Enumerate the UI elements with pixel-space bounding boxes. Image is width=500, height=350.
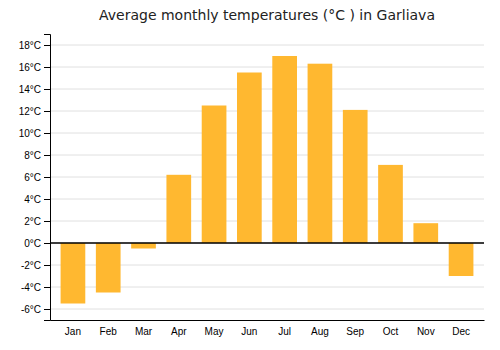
y-tick: -6°C <box>21 304 50 315</box>
grid-line <box>50 89 484 90</box>
grid-line <box>50 177 484 178</box>
bar <box>131 243 156 249</box>
grid-line <box>50 133 484 134</box>
x-tick-label: Sep <box>346 326 364 337</box>
y-tick: 12°C <box>19 106 50 117</box>
x-tick: Nov <box>417 326 435 337</box>
bar <box>308 64 333 243</box>
y-tick-label: 2°C <box>24 216 41 227</box>
bar <box>237 73 262 244</box>
x-axis: Jan Feb Mar Apr May Jun Jul Aug Sep Oct Nov Dec <box>51 321 485 338</box>
y-tick-mark <box>44 67 50 68</box>
grid-line <box>50 309 484 310</box>
y-tick-label: 0°C <box>24 238 41 249</box>
x-axis-line <box>51 320 485 321</box>
bar <box>449 243 474 276</box>
bar <box>343 110 368 243</box>
y-tick: 18°C <box>19 40 50 51</box>
y-tick-label: -6°C <box>21 304 41 315</box>
y-tick: 10°C <box>19 128 50 139</box>
x-tick-label: Aug <box>311 326 329 337</box>
x-tick: Mar <box>135 326 153 337</box>
plot: -6°C -4°C -2°C 0°C 2°C 4°C 6°C 8°C 10°C 12°C 14°C 1… <box>19 35 485 338</box>
x-tick: Jul <box>278 326 291 337</box>
y-tick: 4°C <box>24 194 50 205</box>
x-tick-label: May <box>205 326 224 337</box>
y-tick-mark <box>44 177 50 178</box>
y-tick: -2°C <box>21 260 50 271</box>
y-tick-label: 14°C <box>19 84 41 95</box>
x-tick-label: Nov <box>417 326 435 337</box>
x-tick: Oct <box>383 326 399 337</box>
x-tick-label: Feb <box>100 326 118 337</box>
x-tick-label: Jul <box>278 326 291 337</box>
y-tick: 8°C <box>24 150 50 161</box>
x-tick: May <box>205 326 224 337</box>
grid <box>50 45 484 309</box>
x-tick: Aug <box>311 326 329 337</box>
x-tick-label: Jan <box>65 326 81 337</box>
grid-line <box>50 67 484 68</box>
bar <box>61 243 86 304</box>
zero-line <box>50 242 484 244</box>
y-tick: 2°C <box>24 216 50 227</box>
y-tick-mark <box>44 45 50 46</box>
x-tick-label: Oct <box>383 326 399 337</box>
bar <box>272 56 297 243</box>
y-tick-mark <box>44 155 50 156</box>
grid-line <box>50 155 484 156</box>
y-tick-label: -4°C <box>21 282 41 293</box>
x-tick-label: Mar <box>135 326 153 337</box>
chart: -6°C -4°C -2°C 0°C 2°C 4°C 6°C 8°C 10°C 12°C 14°C 1… <box>0 0 500 350</box>
y-tick-label: 10°C <box>19 128 41 139</box>
y-tick: 14°C <box>19 84 50 95</box>
y-tick: 0°C <box>24 238 50 249</box>
y-tick-label: 12°C <box>19 106 41 117</box>
grid-line <box>50 243 484 244</box>
y-tick-mark <box>44 265 50 266</box>
y-tick: -4°C <box>21 282 50 293</box>
bar <box>166 175 191 243</box>
x-tick-label: Dec <box>452 326 470 337</box>
y-tick-label: 18°C <box>19 40 41 51</box>
grid-line <box>50 221 484 222</box>
y-tick-label: 16°C <box>19 62 41 73</box>
y-tick-mark <box>44 199 50 200</box>
y-tick: 16°C <box>19 62 50 73</box>
y-tick-mark <box>44 89 50 90</box>
y-tick-label: 6°C <box>24 172 41 183</box>
x-tick: Feb <box>100 326 118 337</box>
title: Average monthly temperatures (°C ) in Ga… <box>99 7 435 23</box>
bar <box>202 106 227 244</box>
y-axis: -6°C -4°C -2°C 0°C 2°C 4°C 6°C 8°C 10°C 12°C 14°C 1… <box>19 35 51 321</box>
y-tick-mark <box>44 133 50 134</box>
x-tick: Jan <box>65 326 81 337</box>
y-tick-mark <box>44 243 50 244</box>
x-tick: Dec <box>452 326 470 337</box>
x-tick: Jun <box>241 326 257 337</box>
y-tick-label: -2°C <box>21 260 41 271</box>
bar <box>96 243 121 293</box>
y-axis-line <box>44 35 51 321</box>
x-tick-label: Jun <box>241 326 257 337</box>
grid-line <box>50 199 484 200</box>
y-tick-mark <box>44 287 50 288</box>
grid-line <box>50 45 484 46</box>
bars <box>61 56 474 304</box>
bar <box>413 223 438 243</box>
bar <box>378 165 403 243</box>
y-tick-mark <box>44 221 50 222</box>
y-tick-mark <box>44 111 50 112</box>
y-tick-label: 8°C <box>24 150 41 161</box>
grid-line <box>50 111 484 112</box>
y-tick-mark <box>44 309 50 310</box>
y-tick-label: 4°C <box>24 194 41 205</box>
x-tick: Sep <box>346 326 364 337</box>
x-tick-label: Apr <box>171 326 187 337</box>
y-tick: 6°C <box>24 172 50 183</box>
x-tick: Apr <box>171 326 187 337</box>
